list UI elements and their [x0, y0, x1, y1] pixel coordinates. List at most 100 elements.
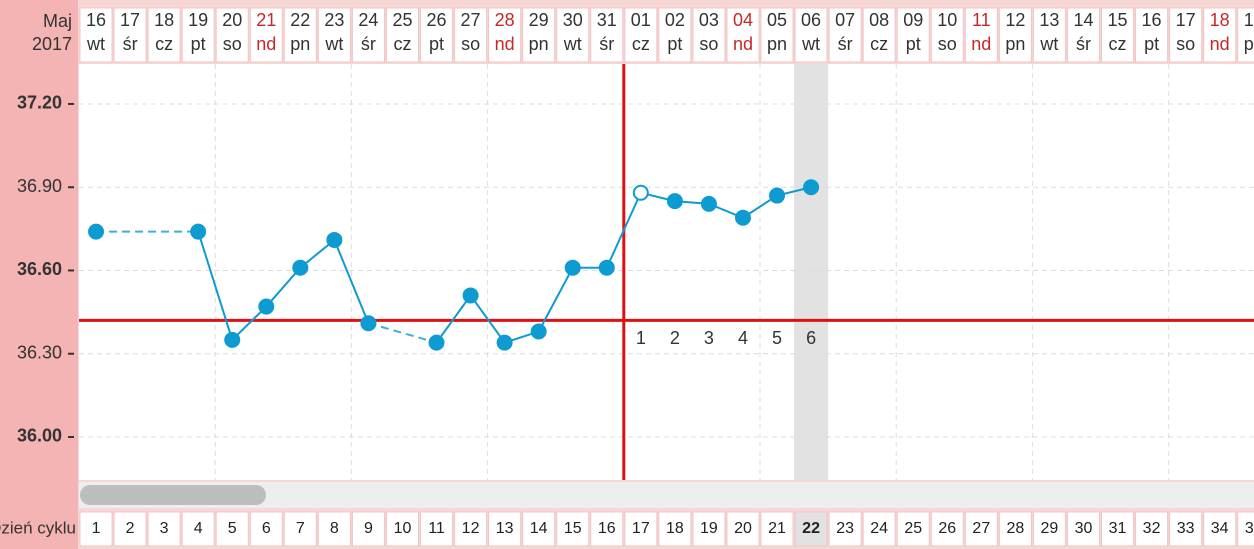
- cycle-day-cell: [488, 511, 522, 547]
- cycle-day: 21: [768, 520, 786, 537]
- weekday-label: wt: [563, 34, 582, 54]
- data-point: [190, 223, 207, 240]
- weekday-label: cz: [1109, 34, 1127, 54]
- y-tick-label: 36.00: [17, 426, 62, 446]
- scrollbar-thumb[interactable]: [80, 485, 266, 505]
- weekday-label: so: [223, 34, 242, 54]
- data-point: [734, 209, 751, 226]
- header-cell: [1066, 7, 1100, 63]
- cycle-day: 17: [632, 520, 650, 537]
- cycle-day-cell: [1169, 511, 1203, 547]
- gap-connector: [368, 322, 437, 344]
- cycle-day: 7: [296, 520, 305, 537]
- header-cell: [862, 7, 896, 63]
- date-label: 07: [835, 10, 855, 30]
- date-label: 16: [86, 10, 106, 30]
- cycle-day-cell: [930, 511, 964, 547]
- weekday-label: cz: [632, 34, 650, 54]
- header-cell: [79, 7, 113, 63]
- cycle-day-cell: [385, 511, 420, 547]
- header-cell: [828, 7, 862, 63]
- weekday-label: pn: [529, 34, 549, 54]
- weekday-label: śr: [361, 34, 376, 54]
- date-label: 26: [427, 10, 447, 30]
- cycle-day-cell: [1203, 511, 1237, 547]
- cycle-day: 30: [1075, 520, 1093, 537]
- axis-panel: [0, 0, 78, 549]
- weekday-label: nd: [1210, 34, 1230, 54]
- cycle-day-cell: [1101, 511, 1135, 547]
- phase-label: 4: [738, 328, 748, 348]
- cycle-day: 1: [92, 520, 101, 537]
- header-cell: [215, 7, 249, 63]
- month: Maj: [43, 11, 72, 31]
- phase-label: 1: [636, 328, 646, 348]
- data-point: [360, 315, 377, 332]
- cycle-day-cell: [760, 511, 794, 547]
- cycle-day-cell: [522, 511, 556, 547]
- cycle-day-cell: [113, 511, 147, 547]
- phase-label: 2: [670, 328, 680, 348]
- data-point: [803, 179, 820, 196]
- cycle-day-cell: [454, 511, 488, 547]
- cycle-day: 16: [598, 520, 616, 537]
- cycle-day-cell: [624, 511, 658, 547]
- header-cell: [317, 7, 351, 63]
- weekday-label: so: [1176, 34, 1195, 54]
- cycle-day: 25: [904, 520, 922, 537]
- phase-label: 6: [806, 328, 816, 348]
- weekday-label: wt: [86, 34, 105, 54]
- date-label: 22: [290, 10, 310, 30]
- header-cell: [522, 7, 556, 63]
- header-cell: [113, 7, 147, 63]
- cycle-day: 2: [126, 520, 135, 537]
- cycle-day: 10: [394, 520, 412, 537]
- data-point: [700, 195, 717, 212]
- cycle-day-cell: [726, 511, 760, 547]
- cycle-day: 28: [1006, 520, 1024, 537]
- date-label: 05: [767, 10, 787, 30]
- scrollbar-track: [79, 482, 1254, 508]
- y-tick-label: 36.30: [17, 342, 62, 362]
- date-label: 06: [801, 10, 821, 30]
- data-point: [326, 231, 343, 248]
- header-cell: [454, 7, 488, 63]
- cycle-day-cell: [317, 511, 351, 547]
- year: 2017: [32, 34, 72, 54]
- cycle-day: 32: [1143, 520, 1161, 537]
- header-cell: [1101, 7, 1135, 63]
- cycle-day-cell: [692, 511, 726, 547]
- date-label: 24: [358, 10, 378, 30]
- weekday-label: pn: [1244, 34, 1254, 54]
- weekday-label: pt: [906, 34, 921, 54]
- weekday-label: wt: [324, 34, 343, 54]
- data-point: [258, 298, 275, 315]
- cycle-day-cell: [556, 511, 590, 547]
- phase-label: 5: [772, 328, 782, 348]
- cycle-day: 33: [1177, 520, 1195, 537]
- cycle-day-cell: [147, 511, 181, 547]
- weekday-label: nd: [971, 34, 991, 54]
- header-cell: [692, 7, 726, 63]
- date-label: 31: [597, 10, 617, 30]
- header-cell: [964, 7, 998, 63]
- data-point: [666, 193, 683, 210]
- header-cell: [1169, 7, 1203, 63]
- header-cell: [930, 7, 964, 63]
- weekday-label: śr: [1076, 34, 1091, 54]
- cycle-day: 26: [938, 520, 956, 537]
- date-label: 30: [563, 10, 583, 30]
- cycle-day-cell: [896, 511, 930, 547]
- weekday-label: pn: [290, 34, 310, 54]
- date-label: 14: [1073, 10, 1093, 30]
- cycle-day-cell: [590, 511, 624, 547]
- cycle-day-label: Dzień cyklu: [0, 518, 76, 537]
- date-label: 03: [699, 10, 719, 30]
- weekday-label: pt: [191, 34, 206, 54]
- cycle-day: 4: [194, 520, 203, 537]
- data-point: [769, 187, 786, 204]
- cycle-day: 15: [564, 520, 582, 537]
- cycle-day: 6: [262, 520, 271, 537]
- cycle-day: 14: [530, 520, 548, 537]
